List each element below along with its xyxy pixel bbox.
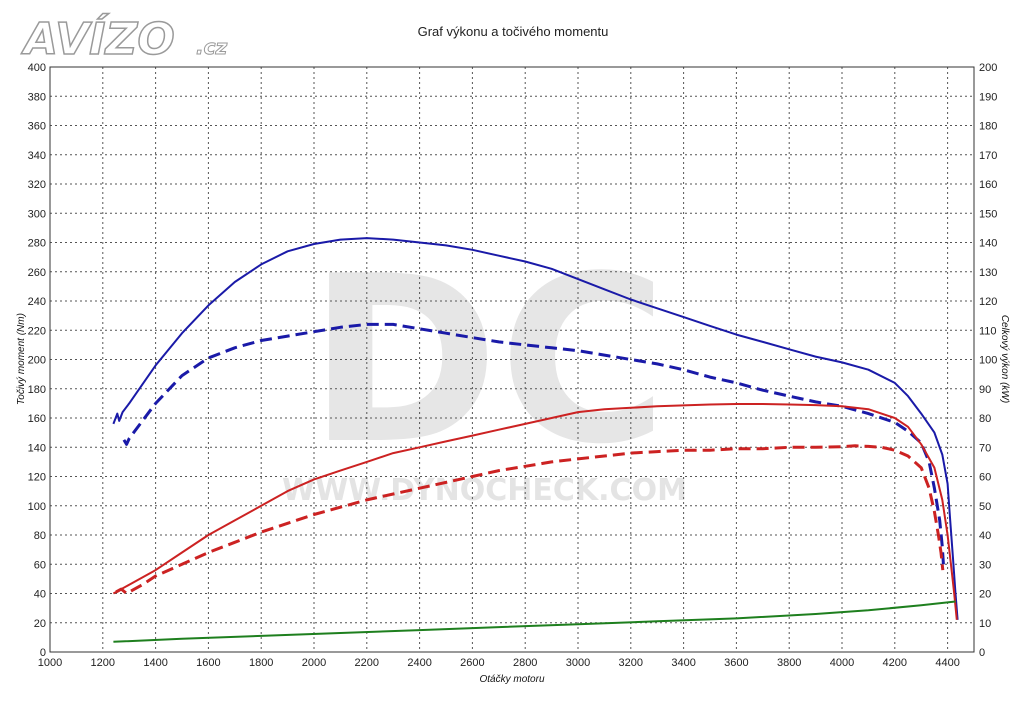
y-right-tick-label: 0 (979, 647, 985, 659)
x-tick-label: 2200 (355, 657, 379, 669)
x-tick-label: 3400 (671, 657, 695, 669)
x-tick-label: 1800 (249, 657, 273, 669)
y-right-tick-label: 190 (979, 91, 997, 103)
y-left-tick-label: 120 (28, 472, 46, 484)
y-left-tick-label: 180 (28, 384, 46, 396)
y-left-tick-label: 400 (28, 62, 46, 74)
y-right-tick-label: 160 (979, 179, 997, 191)
y-left-tick-label: 100 (28, 501, 46, 513)
y-axis-left-ticks: 0 20 40 60 80 100 120 140 160 180 200 220 240 260 280 3… (28, 62, 46, 659)
logo-text: AVÍZO (21, 12, 175, 65)
y-left-tick-label: 240 (28, 296, 46, 308)
y-right-tick-label: 180 (979, 121, 997, 133)
series (112, 237, 959, 643)
x-tick-label: 2800 (513, 657, 537, 669)
y-left-tick-label: 260 (28, 267, 46, 279)
y-axis-right-ticks: 0 10 20 30 40 50 60 70 80 90 100 110 120 130 140 150 160… (979, 62, 997, 659)
y-right-tick-label: 20 (979, 589, 991, 601)
y-left-tick-label: 140 (28, 442, 46, 454)
y-right-tick-label: 110 (979, 325, 997, 337)
y-right-tick-label: 150 (979, 208, 997, 220)
y-left-tick-label: 60 (34, 559, 46, 571)
y-left-tick-label: 280 (28, 238, 46, 250)
x-axis-label: Otáčky motoru (479, 674, 544, 685)
plot-frame (49, 66, 975, 653)
y-right-tick-label: 70 (979, 442, 991, 454)
x-tick-label: 2400 (407, 657, 431, 669)
y-right-tick-label: 30 (979, 559, 991, 571)
x-tick-label: 4000 (830, 657, 854, 669)
x-tick-label: 4400 (935, 657, 959, 669)
y-right-tick-label: 40 (979, 530, 991, 542)
x-tick-label: 2600 (460, 657, 484, 669)
watermark-logo: DC (308, 228, 668, 495)
x-tick-label: 3600 (724, 657, 748, 669)
x-tick-label: 1400 (143, 657, 167, 669)
y-right-tick-label: 10 (979, 618, 991, 630)
y-right-tick-label: 100 (979, 355, 997, 367)
grid (50, 67, 974, 652)
y-right-tick-label: 140 (979, 238, 997, 250)
y-left-tick-label: 220 (28, 325, 46, 337)
chart-title: Graf výkonu a točivého momentu (418, 24, 609, 39)
y-right-tick-label: 170 (979, 150, 997, 162)
series-line-1 (112, 237, 959, 620)
x-tick-label: 3200 (619, 657, 643, 669)
y-left-tick-label: 40 (34, 589, 46, 601)
series-line-5 (113, 600, 956, 643)
y-right-tick-label: 90 (979, 384, 991, 396)
y-right-tick-label: 200 (979, 62, 997, 74)
x-tick-label: 1000 (38, 657, 62, 669)
y-left-tick-label: 160 (28, 413, 46, 425)
series-line-3 (112, 403, 958, 620)
watermark-url: WWW.DYNOCHECK.COM (282, 473, 687, 508)
y-left-tick-label: 340 (28, 150, 46, 162)
y-right-tick-label: 80 (979, 413, 991, 425)
y-left-tick-label: 360 (28, 121, 46, 133)
y-left-tick-label: 80 (34, 530, 46, 542)
avizo-logo: AVÍZO .cz (20, 11, 228, 66)
series-line-4 (115, 444, 945, 595)
x-tick-label: 4200 (883, 657, 907, 669)
y-axis-right-label: Celkový výkon (kW) (999, 315, 1010, 403)
dynocheck-watermark: DC WWW.DYNOCHECK.COM (282, 228, 687, 508)
x-tick-label: 1200 (91, 657, 115, 669)
y-left-tick-label: 300 (28, 208, 46, 220)
y-right-tick-label: 60 (979, 472, 991, 484)
y-right-tick-label: 130 (979, 267, 997, 279)
x-tick-label: 2000 (302, 657, 326, 669)
x-tick-label: 3800 (777, 657, 801, 669)
y-axis-left-label: Točivý moment (Nm) (16, 313, 27, 405)
y-left-tick-label: 20 (34, 618, 46, 630)
series-line-2 (122, 322, 946, 568)
y-left-tick-label: 320 (28, 179, 46, 191)
y-right-tick-label: 120 (979, 296, 997, 308)
y-left-tick-label: 200 (28, 355, 46, 367)
x-axis-ticks: 1000 1200 1400 1600 1800 2000 2200 2400 2600 2800… (38, 657, 960, 669)
y-left-tick-label: 0 (40, 647, 46, 659)
y-right-tick-label: 50 (979, 501, 991, 513)
x-tick-label: 3000 (566, 657, 590, 669)
logo-suffix: .cz (196, 35, 227, 59)
x-tick-label: 1600 (196, 657, 220, 669)
y-left-tick-label: 380 (28, 91, 46, 103)
